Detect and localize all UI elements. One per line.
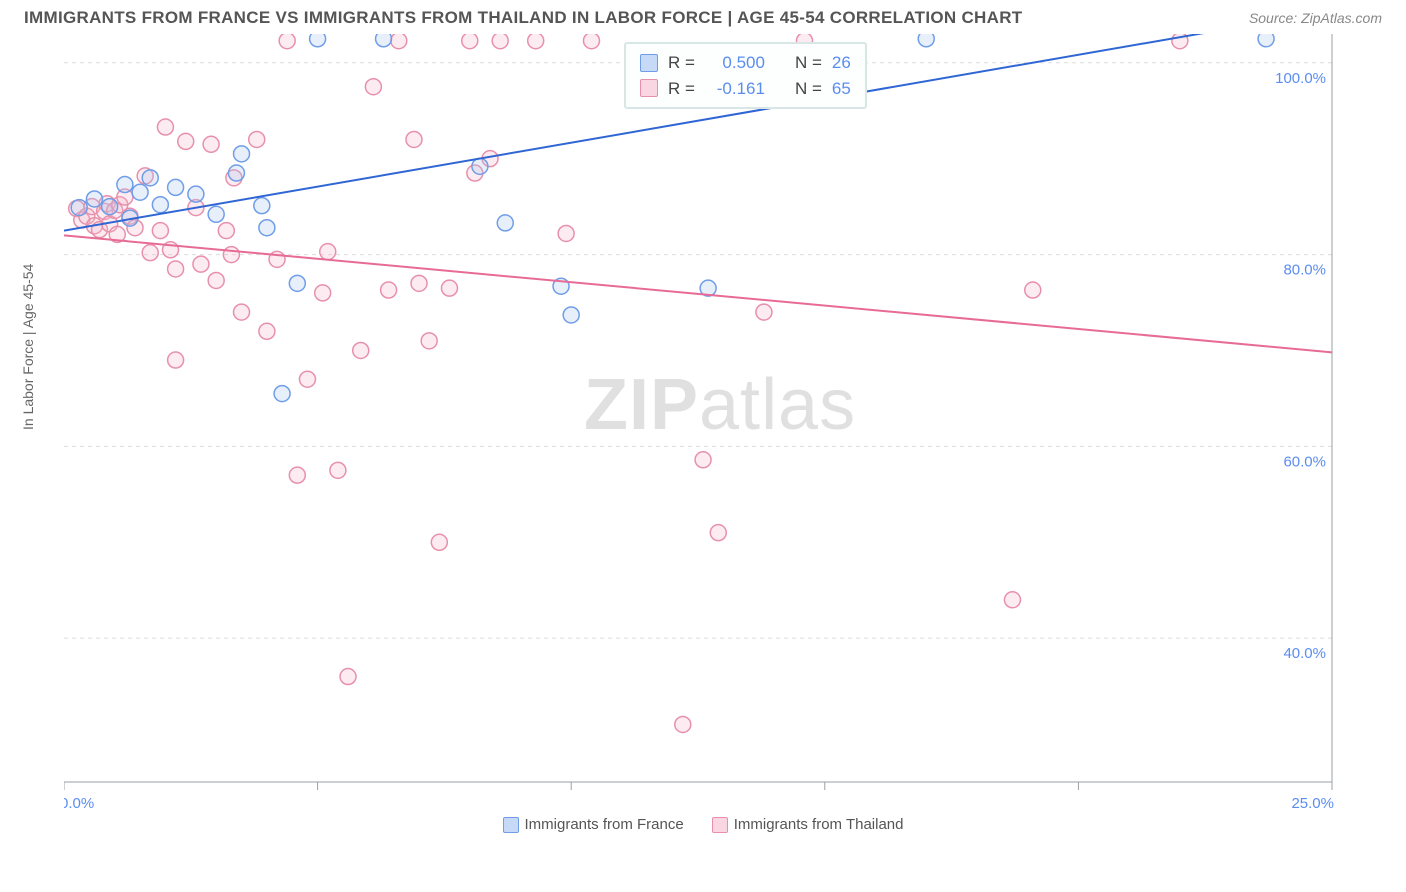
data-point bbox=[102, 199, 118, 215]
n-label: N = bbox=[795, 76, 822, 102]
data-point bbox=[234, 146, 250, 162]
legend-item: Immigrants from Thailand bbox=[712, 816, 904, 833]
data-point bbox=[289, 275, 305, 291]
data-point bbox=[228, 165, 244, 181]
data-point bbox=[289, 467, 305, 483]
data-point bbox=[472, 158, 488, 174]
title-bar: IMMIGRANTS FROM FRANCE VS IMMIGRANTS FRO… bbox=[0, 0, 1406, 34]
data-point bbox=[279, 34, 295, 49]
data-point bbox=[168, 179, 184, 195]
data-point bbox=[330, 462, 346, 478]
data-point bbox=[249, 131, 265, 147]
data-point bbox=[381, 282, 397, 298]
data-point bbox=[259, 323, 275, 339]
data-point bbox=[274, 386, 290, 402]
svg-text:100.0%: 100.0% bbox=[1275, 70, 1326, 87]
data-point bbox=[320, 244, 336, 260]
info-swatch bbox=[640, 54, 658, 72]
data-point bbox=[558, 225, 574, 241]
data-point bbox=[756, 304, 772, 320]
data-point bbox=[406, 131, 422, 147]
data-point bbox=[918, 34, 934, 47]
data-point bbox=[188, 186, 204, 202]
r-label: R = bbox=[668, 50, 695, 76]
data-point bbox=[234, 304, 250, 320]
chart-title: IMMIGRANTS FROM FRANCE VS IMMIGRANTS FRO… bbox=[24, 8, 1022, 28]
data-point bbox=[259, 220, 275, 236]
data-point bbox=[353, 342, 369, 358]
data-point bbox=[441, 280, 457, 296]
legend-label: Immigrants from Thailand bbox=[734, 816, 904, 833]
data-point bbox=[497, 215, 513, 231]
data-point bbox=[142, 245, 158, 261]
legend-label: Immigrants from France bbox=[525, 816, 684, 833]
data-point bbox=[710, 525, 726, 541]
data-point bbox=[299, 371, 315, 387]
data-point bbox=[157, 119, 173, 135]
data-point bbox=[583, 34, 599, 49]
svg-text:60.0%: 60.0% bbox=[1283, 453, 1326, 470]
data-point bbox=[391, 34, 407, 49]
data-point bbox=[193, 256, 209, 272]
data-point bbox=[132, 184, 148, 200]
data-point bbox=[675, 716, 691, 732]
info-row: R = -0.161 N = 65 bbox=[640, 76, 851, 102]
n-label: N = bbox=[795, 50, 822, 76]
svg-text:80.0%: 80.0% bbox=[1283, 262, 1326, 279]
info-row: R = 0.500 N = 26 bbox=[640, 50, 851, 76]
r-value: 0.500 bbox=[705, 50, 765, 76]
n-value: 26 bbox=[832, 50, 851, 76]
data-point bbox=[152, 197, 168, 213]
trend-line bbox=[64, 235, 1332, 352]
data-point bbox=[340, 669, 356, 685]
svg-text:40.0%: 40.0% bbox=[1283, 645, 1326, 662]
data-point bbox=[142, 170, 158, 186]
data-point bbox=[310, 34, 326, 47]
data-point bbox=[365, 79, 381, 95]
data-point bbox=[1004, 592, 1020, 608]
data-point bbox=[492, 34, 508, 49]
data-point bbox=[563, 307, 579, 323]
scatter-chart-svg: 40.0% 60.0% 80.0% 100.0% 0.0% 25.0% bbox=[64, 34, 1374, 812]
legend-bottom: Immigrants from France Immigrants from Th… bbox=[0, 816, 1406, 833]
data-point bbox=[431, 534, 447, 550]
svg-text:0.0%: 0.0% bbox=[64, 795, 94, 812]
data-point bbox=[218, 223, 234, 239]
data-point bbox=[1258, 34, 1274, 47]
data-point bbox=[695, 452, 711, 468]
data-point bbox=[203, 136, 219, 152]
data-point bbox=[1025, 282, 1041, 298]
legend-swatch bbox=[503, 817, 519, 833]
source-label: Source: ZipAtlas.com bbox=[1249, 10, 1382, 26]
data-point bbox=[152, 223, 168, 239]
correlation-info-box: R = 0.500 N = 26 R = -0.161 N = 65 bbox=[624, 42, 867, 109]
data-point bbox=[223, 247, 239, 263]
data-point bbox=[254, 198, 270, 214]
data-point bbox=[86, 191, 102, 207]
data-point bbox=[208, 206, 224, 222]
y-axis-label: In Labor Force | Age 45-54 bbox=[20, 264, 36, 430]
legend-swatch bbox=[712, 817, 728, 833]
data-point bbox=[315, 285, 331, 301]
data-point bbox=[376, 34, 392, 47]
chart-area: 40.0%60.0%80.0%100.0%0.0%25.0% ZIPatlas … bbox=[64, 34, 1374, 812]
data-point bbox=[462, 34, 478, 49]
data-point bbox=[168, 261, 184, 277]
svg-text:25.0%: 25.0% bbox=[1291, 795, 1334, 812]
data-point bbox=[208, 272, 224, 288]
r-value: -0.161 bbox=[705, 76, 765, 102]
data-point bbox=[71, 200, 87, 216]
n-value: 65 bbox=[832, 76, 851, 102]
data-point bbox=[411, 275, 427, 291]
legend-item: Immigrants from France bbox=[503, 816, 684, 833]
r-label: R = bbox=[668, 76, 695, 102]
data-point bbox=[117, 177, 133, 193]
data-point bbox=[421, 333, 437, 349]
data-point bbox=[178, 133, 194, 149]
info-swatch bbox=[640, 79, 658, 97]
data-point bbox=[528, 34, 544, 49]
data-point bbox=[168, 352, 184, 368]
